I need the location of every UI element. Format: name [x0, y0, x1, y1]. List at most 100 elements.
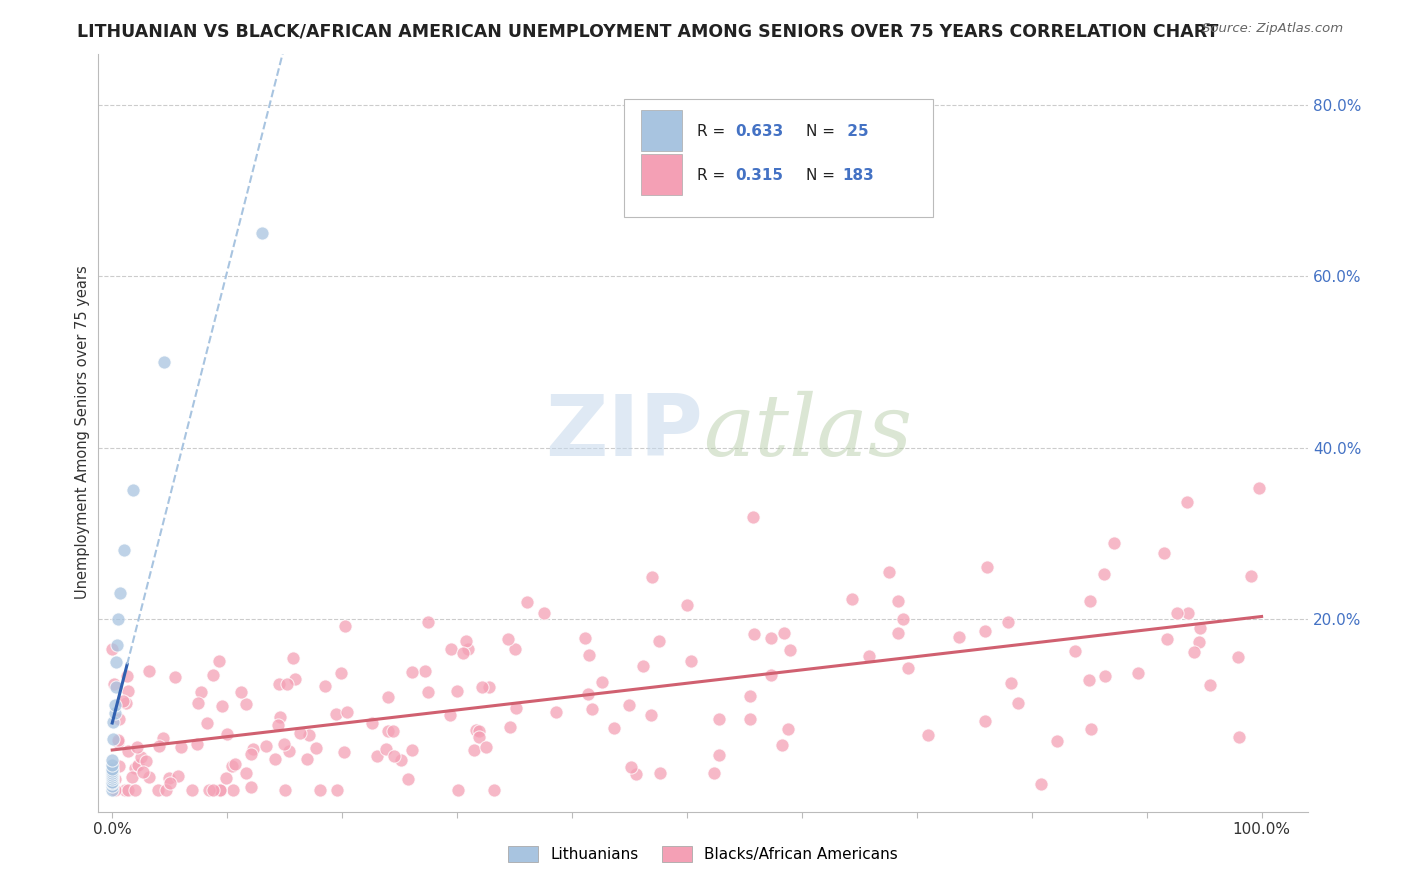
Point	[104, 772, 127, 786]
Point	[1226, 649, 1249, 664]
Point	[744, 627, 766, 641]
Text: 0.633: 0.633	[735, 124, 785, 139]
Point	[877, 566, 900, 580]
Point	[305, 741, 328, 756]
Point	[451, 646, 474, 660]
Point	[254, 739, 277, 754]
Point	[676, 599, 699, 613]
Point	[1046, 734, 1069, 748]
Text: LITHUANIAN VS BLACK/AFRICAN AMERICAN UNEMPLOYMENT AMONG SENIORS OVER 75 YEARS CO: LITHUANIAN VS BLACK/AFRICAN AMERICAN UNE…	[77, 22, 1219, 40]
FancyBboxPatch shape	[641, 153, 682, 194]
Point	[198, 783, 221, 797]
Text: R =: R =	[697, 124, 730, 139]
Point	[997, 615, 1019, 629]
Point	[361, 716, 384, 731]
Point	[891, 612, 914, 626]
Point	[333, 745, 356, 759]
Point	[284, 673, 307, 687]
Point	[186, 737, 208, 751]
Point	[103, 676, 125, 690]
Point	[152, 731, 174, 745]
Point	[773, 626, 796, 640]
Point	[477, 680, 499, 694]
Point	[224, 756, 246, 771]
Point	[631, 659, 654, 673]
Point	[377, 690, 399, 704]
Point	[440, 642, 463, 657]
Point	[465, 723, 488, 737]
Point	[401, 743, 423, 757]
Point	[239, 780, 262, 794]
Point	[101, 641, 124, 656]
Point	[103, 698, 125, 712]
Point	[581, 702, 603, 716]
Point	[115, 696, 138, 710]
Point	[1240, 569, 1263, 583]
Point	[325, 707, 347, 722]
Point	[121, 770, 143, 784]
Point	[101, 774, 124, 789]
Point	[336, 705, 359, 719]
Point	[468, 730, 491, 744]
Point	[107, 712, 129, 726]
Point	[887, 593, 910, 607]
Point	[135, 755, 157, 769]
Point	[401, 665, 423, 679]
Point	[742, 509, 765, 524]
Point	[278, 744, 301, 758]
Point	[703, 765, 725, 780]
Point	[1182, 645, 1205, 659]
Point	[948, 630, 970, 644]
Point	[112, 543, 135, 558]
Point	[103, 706, 125, 721]
Point	[122, 483, 145, 498]
Text: N =: N =	[806, 124, 839, 139]
Point	[104, 681, 127, 695]
Point	[298, 728, 321, 742]
Point	[533, 606, 555, 620]
Point	[1198, 678, 1220, 692]
Point	[740, 713, 762, 727]
Point	[132, 764, 155, 779]
Point	[841, 592, 863, 607]
Point	[1247, 481, 1270, 495]
Point	[484, 783, 506, 797]
Point	[104, 655, 127, 669]
Point	[1156, 632, 1178, 647]
Point	[295, 752, 318, 766]
FancyBboxPatch shape	[641, 110, 682, 151]
Point	[463, 743, 485, 757]
Point	[153, 355, 176, 369]
Text: atlas: atlas	[703, 392, 912, 474]
Y-axis label: Unemployment Among Seniors over 75 years: Unemployment Among Seniors over 75 years	[75, 266, 90, 599]
Point	[681, 654, 703, 668]
Point	[640, 708, 662, 723]
Point	[114, 783, 136, 797]
Point	[127, 758, 149, 772]
Point	[202, 783, 225, 797]
Point	[761, 631, 783, 645]
Point	[770, 739, 793, 753]
Point	[578, 648, 600, 662]
Point	[124, 783, 146, 797]
Text: Source: ZipAtlas.com: Source: ZipAtlas.com	[1202, 22, 1343, 36]
Point	[111, 693, 134, 707]
Point	[1080, 594, 1102, 608]
Point	[101, 783, 124, 797]
Point	[1064, 644, 1087, 658]
Point	[124, 761, 146, 775]
Point	[101, 762, 124, 776]
Point	[101, 757, 124, 772]
Point	[709, 712, 731, 726]
Point	[138, 771, 160, 785]
Point	[276, 677, 298, 691]
Point	[574, 632, 596, 646]
Point	[446, 683, 468, 698]
Text: N =: N =	[806, 168, 839, 183]
Point	[181, 783, 204, 797]
Text: 0.315: 0.315	[735, 168, 783, 183]
Point	[416, 685, 439, 699]
Point	[264, 752, 287, 766]
Point	[127, 739, 149, 754]
Point	[221, 758, 243, 772]
